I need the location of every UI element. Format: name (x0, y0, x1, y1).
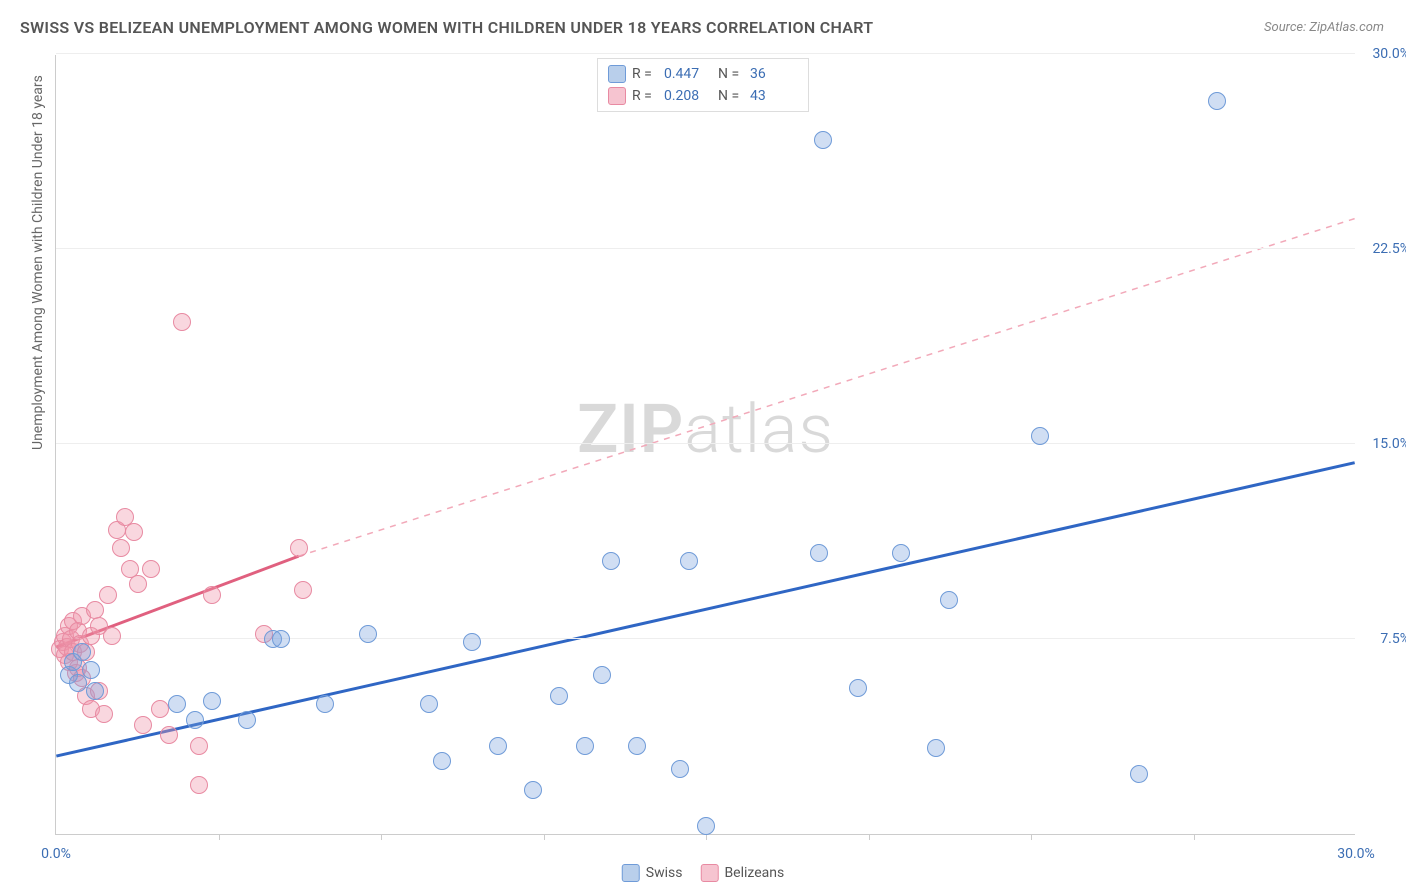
swiss-point (1031, 427, 1049, 445)
swiss-point (892, 544, 910, 562)
y-tick-label: 7.5% (1380, 631, 1406, 647)
belizeans-point (294, 581, 312, 599)
belizeans-point (112, 539, 130, 557)
swiss-point (927, 739, 945, 757)
belizeans-point (134, 716, 152, 734)
n-label: N = (718, 88, 744, 104)
swiss-point (550, 687, 568, 705)
belizeans-point (103, 627, 121, 645)
x-tick (869, 834, 870, 840)
swiss-point (576, 737, 594, 755)
swiss-point (489, 737, 507, 755)
swiss-point (433, 752, 451, 770)
gridline (56, 53, 1355, 54)
stats-row-belizeans: R = 0.208 N = 43 (608, 85, 798, 107)
series-legend: Swiss Belizeans (622, 864, 785, 882)
swiss-point (849, 679, 867, 697)
x-tick (219, 834, 220, 840)
swiss-point (316, 695, 334, 713)
swiss-point (420, 695, 438, 713)
belizeans-swatch-icon (608, 87, 626, 105)
belizeans-point (99, 586, 117, 604)
swiss-point (203, 692, 221, 710)
x-tick-label: 0.0% (41, 846, 71, 862)
swiss-point (814, 131, 832, 149)
swiss-point (168, 695, 186, 713)
swiss-point (86, 682, 104, 700)
belizeans-point (190, 776, 208, 794)
watermark: ZIPatlas (577, 389, 834, 469)
x-tick (1194, 834, 1195, 840)
y-tick-label: 22.5% (1372, 241, 1406, 257)
belizeans-point (290, 539, 308, 557)
plot-area: ZIPatlas 7.5%15.0%22.5%30.0%0.0%30.0% (55, 55, 1355, 835)
swiss-point (810, 544, 828, 562)
swiss-point (73, 643, 91, 661)
swiss-point (272, 630, 290, 648)
swiss-point (359, 625, 377, 643)
belizeans-swatch-icon (700, 864, 718, 882)
legend-label-belizeans: Belizeans (724, 865, 784, 881)
y-tick-label: 15.0% (1372, 436, 1406, 452)
stats-row-swiss: R = 0.447 N = 36 (608, 63, 798, 85)
belizeans-point (190, 737, 208, 755)
swiss-swatch-icon (608, 65, 626, 83)
x-tick-label: 30.0% (1337, 846, 1375, 862)
belizeans-point (160, 726, 178, 744)
stats-legend: R = 0.447 N = 36 R = 0.208 N = 43 (597, 58, 809, 112)
swiss-point (1208, 92, 1226, 110)
r-label: R = (632, 66, 658, 82)
swiss-point (463, 633, 481, 651)
swiss-point (628, 737, 646, 755)
swiss-point (697, 817, 715, 835)
belizeans-r-value: 0.208 (664, 88, 712, 104)
n-label: N = (718, 66, 744, 82)
swiss-point (1130, 765, 1148, 783)
r-label: R = (632, 88, 658, 104)
belizeans-point (142, 560, 160, 578)
belizeans-point (151, 700, 169, 718)
gridline (56, 638, 1355, 639)
swiss-point (524, 781, 542, 799)
swiss-point (593, 666, 611, 684)
belizeans-point (129, 575, 147, 593)
belizeans-point (203, 586, 221, 604)
swiss-point (680, 552, 698, 570)
swiss-point (238, 711, 256, 729)
legend-item-belizeans: Belizeans (700, 864, 784, 882)
legend-label-swiss: Swiss (646, 865, 683, 881)
swiss-point (186, 711, 204, 729)
y-tick-label: 30.0% (1372, 46, 1406, 62)
x-tick (1031, 834, 1032, 840)
belizeans-n-value: 43 (750, 88, 798, 104)
swiss-r-value: 0.447 (664, 66, 712, 82)
swiss-point (82, 661, 100, 679)
gridline (56, 443, 1355, 444)
chart-title: SWISS VS BELIZEAN UNEMPLOYMENT AMONG WOM… (20, 18, 873, 37)
legend-item-swiss: Swiss (622, 864, 683, 882)
swiss-swatch-icon (622, 864, 640, 882)
belizeans-point (125, 523, 143, 541)
gridline (56, 248, 1355, 249)
belizeans-point (95, 705, 113, 723)
source-attribution: Source: ZipAtlas.com (1264, 20, 1384, 35)
swiss-point (671, 760, 689, 778)
x-tick (381, 834, 382, 840)
x-tick (544, 834, 545, 840)
belizeans-point (173, 313, 191, 331)
swiss-n-value: 36 (750, 66, 798, 82)
y-axis-label: Unemployment Among Women with Children U… (30, 75, 46, 450)
swiss-point (602, 552, 620, 570)
swiss-point (940, 591, 958, 609)
